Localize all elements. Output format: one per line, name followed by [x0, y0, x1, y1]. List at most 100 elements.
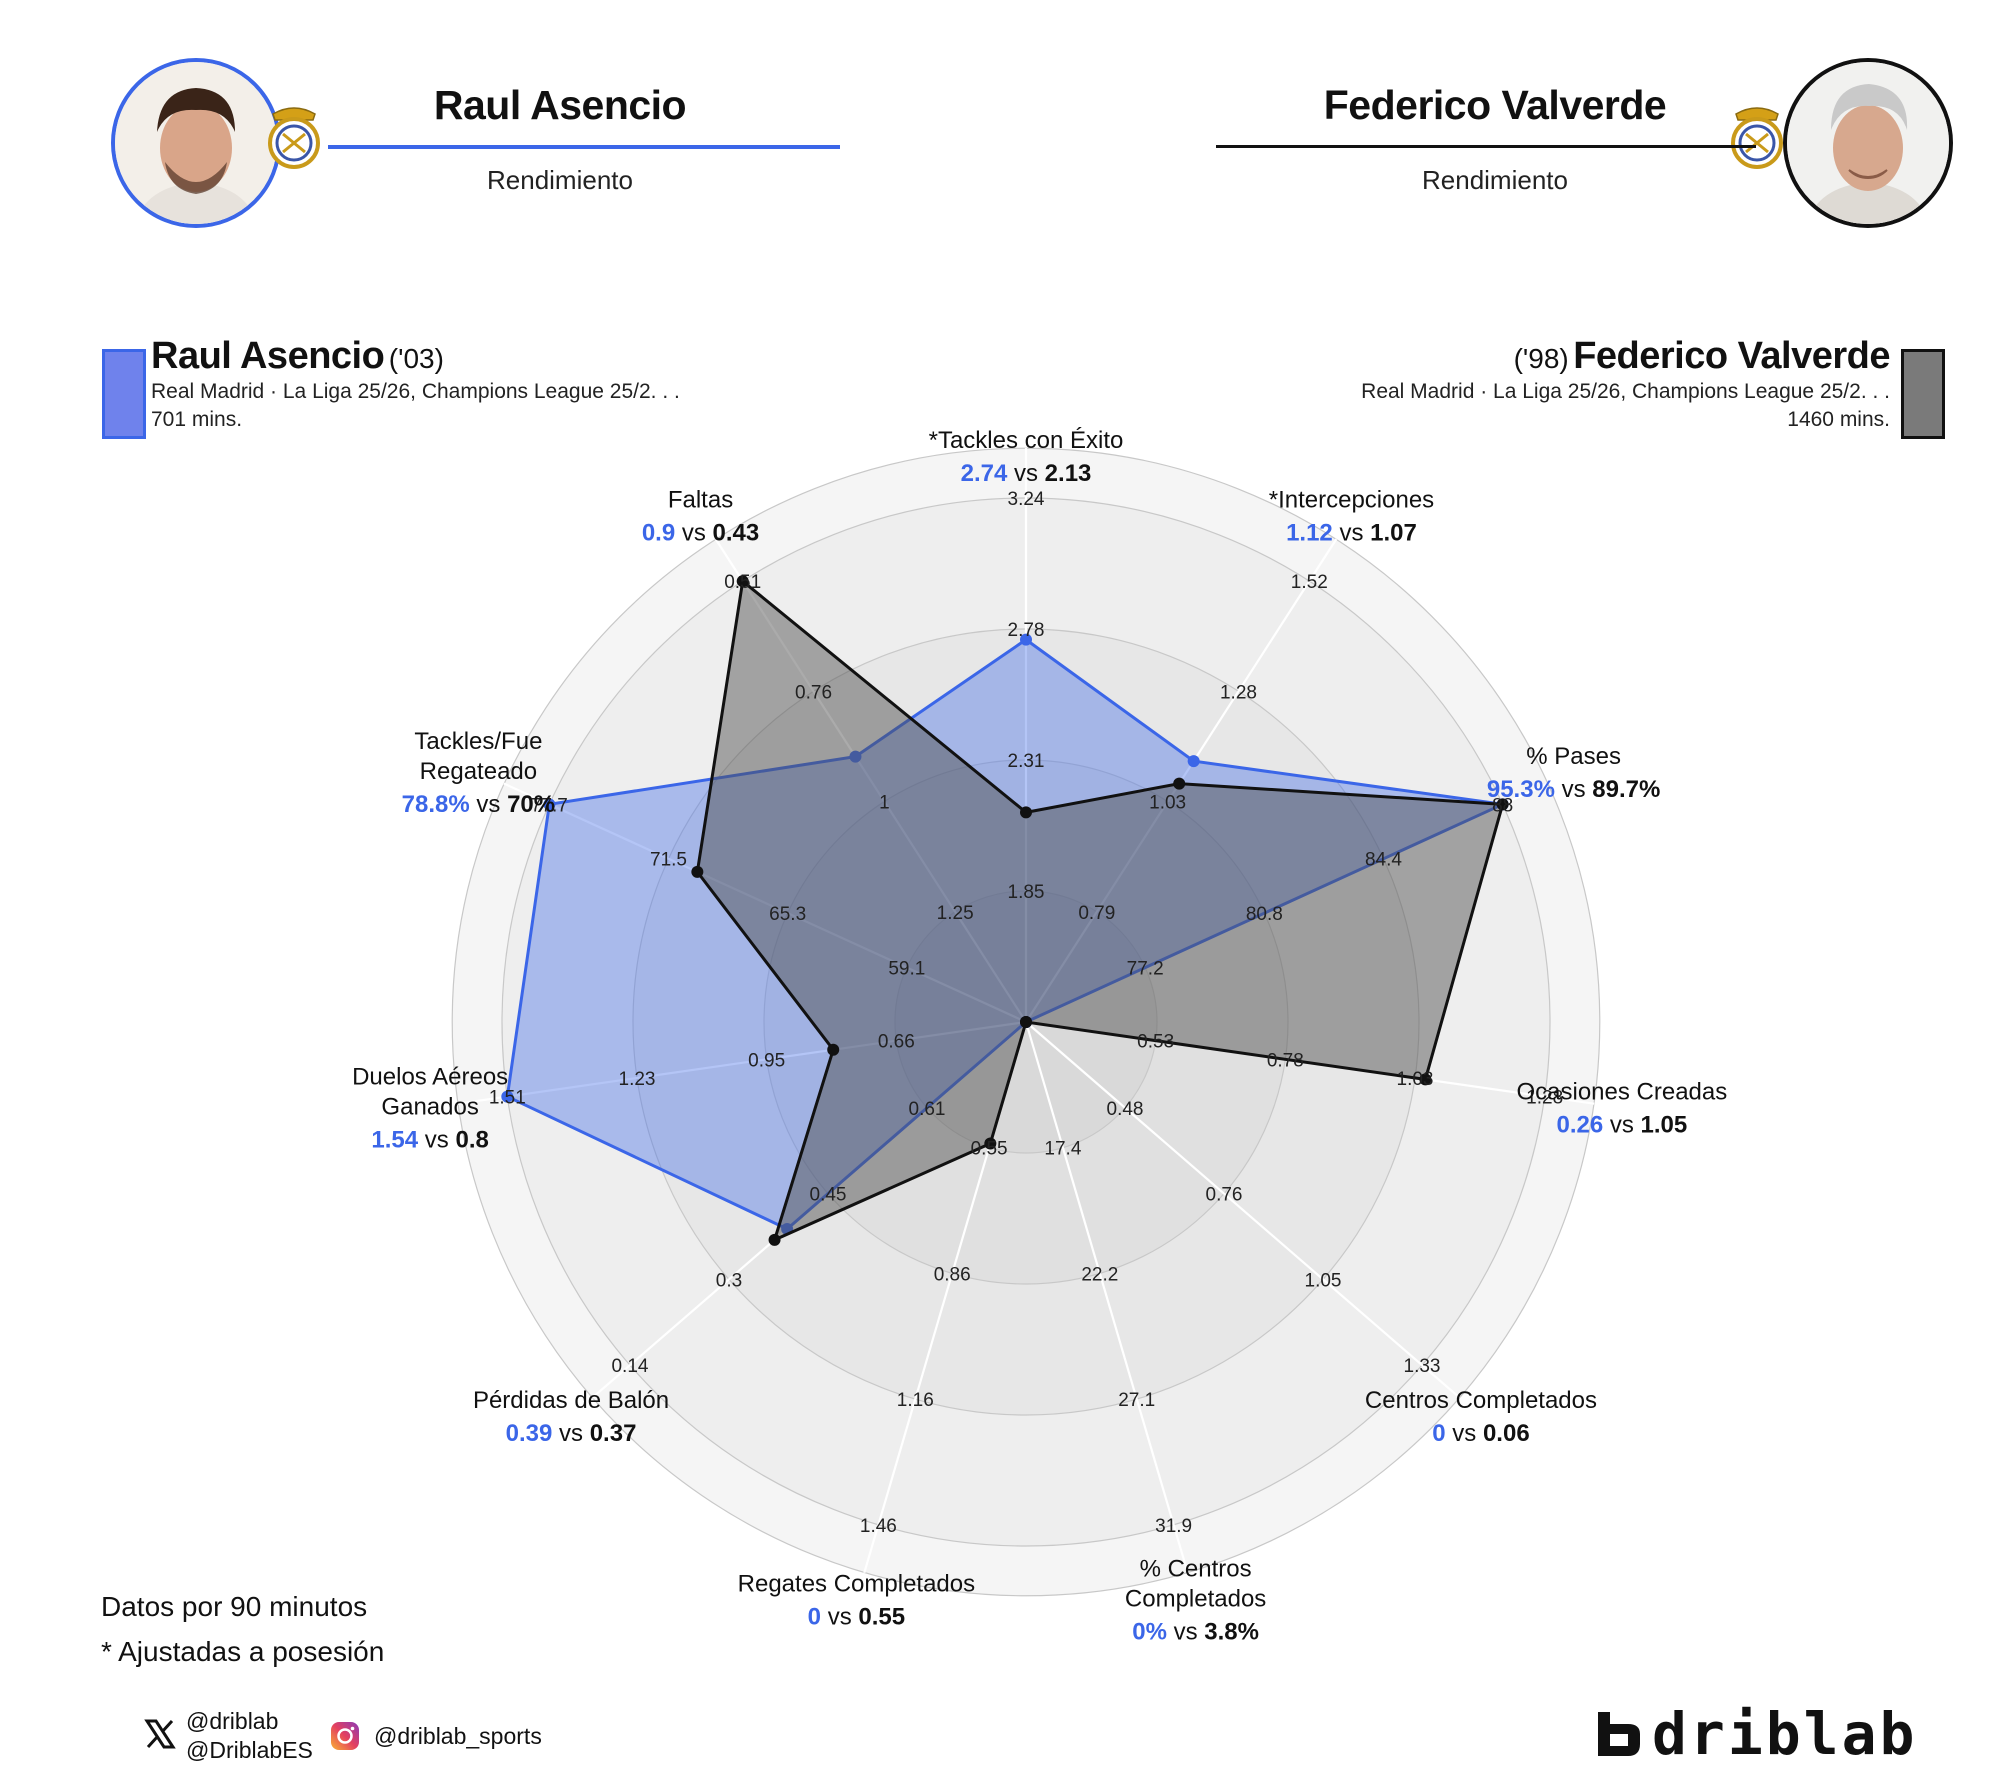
x-logo-icon	[144, 1718, 176, 1755]
vs-separator: vs	[418, 1127, 455, 1154]
tick-label: 1.52	[1291, 572, 1328, 593]
player1-meta: Real Madrid · La Liga 25/26, Champions L…	[151, 380, 680, 403]
player2-minutes: 1460 mins.	[1787, 408, 1890, 431]
tick-label: 1.03	[1397, 1069, 1434, 1090]
axis-value-comparison: 95.3% vs 89.7%	[1487, 776, 1660, 803]
radar-spoke-10	[714, 538, 1027, 1023]
note-possession: * Ajustadas a posesión	[101, 1636, 385, 1667]
player2-color-swatch	[1901, 349, 1945, 439]
tick-label: 0.48	[1107, 1099, 1144, 1120]
vs-separator: vs	[1333, 520, 1370, 547]
left-header-name: Raul Asencio	[433, 82, 687, 128]
player2-value: 0.37	[590, 1420, 637, 1447]
player2-value: 1.07	[1370, 520, 1417, 547]
axis-label: % Centros	[1140, 1556, 1252, 1583]
player2-value: 70%	[507, 791, 555, 818]
left-header-subtitle: Rendimiento	[487, 165, 633, 195]
player2-legend: ('98) Federico Valverde Real Madrid · La…	[1190, 335, 1890, 434]
axis-value-comparison: 0.9 vs 0.43	[642, 520, 759, 547]
radar-spoke-8	[457, 1020, 1027, 1105]
series-1-point-7	[768, 1233, 781, 1246]
series-1-point-1	[1173, 777, 1186, 790]
series-1-point-8	[827, 1043, 840, 1056]
player1-value: 0.39	[506, 1420, 553, 1447]
tick-label: 84.4	[1365, 850, 1402, 871]
tick-label: 0.61	[909, 1099, 946, 1120]
tick-label: 0.51	[724, 572, 761, 593]
vs-separator: vs	[1555, 776, 1592, 803]
tick-label: 1.05	[1305, 1270, 1342, 1291]
player2-value: 0.43	[713, 520, 760, 547]
player2-name: Federico Valverde	[1573, 335, 1890, 377]
vs-separator: vs	[552, 1420, 589, 1447]
series-1-point-0	[1020, 806, 1032, 819]
right-header-subtitle: Rendimiento	[1422, 165, 1568, 195]
right-header-rule	[1216, 145, 1756, 148]
tick-label: 1.03	[1149, 793, 1186, 814]
tick-label: 0.14	[611, 1356, 648, 1377]
radar-spoke-5	[1024, 1021, 1189, 1574]
instagram-icon	[330, 1721, 360, 1756]
vs-separator: vs	[1007, 460, 1044, 487]
player1-legend: Raul Asencio ('03) Real Madrid · La Liga…	[151, 335, 851, 434]
player2-value: 1.05	[1641, 1112, 1688, 1139]
vs-separator: vs	[470, 791, 507, 818]
radar-spoke-4	[1025, 1021, 1461, 1399]
player1-value: 78.8%	[402, 791, 470, 818]
axis-label: Ganados	[381, 1094, 478, 1121]
player2-year: ('98)	[1513, 343, 1569, 374]
tick-label: 0.53	[1137, 1032, 1174, 1053]
left-header-rule	[328, 145, 840, 149]
player2-value: 3.8%	[1204, 1619, 1259, 1646]
tick-label: 17.4	[1044, 1139, 1081, 1160]
tick-label: 80.8	[1246, 904, 1283, 925]
series-1-point-6	[984, 1137, 997, 1150]
series-1-point-9	[691, 865, 704, 878]
x-handle-primary[interactable]: @driblab	[186, 1708, 279, 1734]
axis-label: Pérdidas de Balón	[473, 1387, 669, 1414]
tick-label: 71.5	[650, 850, 687, 871]
tick-label: 0.3	[716, 1270, 742, 1291]
real-madrid-crest-icon	[1726, 100, 1788, 170]
tick-label: 3.24	[1008, 489, 1045, 510]
player1-value: 0	[1432, 1420, 1445, 1447]
player2-value: 0.06	[1483, 1420, 1530, 1447]
tick-label: 0.95	[748, 1050, 785, 1071]
tick-label: 1.51	[489, 1088, 526, 1109]
tick-label: 1.46	[860, 1516, 897, 1537]
axis-value-comparison: 0 vs 0.55	[808, 1604, 905, 1631]
axis-value-comparison: 1.54 vs 0.8	[371, 1127, 488, 1154]
vs-separator: vs	[1603, 1112, 1640, 1139]
vs-separator: vs	[675, 520, 712, 547]
axis-value-comparison: 0.39 vs 0.37	[506, 1420, 637, 1447]
axis-value-comparison: 0 vs 0.06	[1432, 1420, 1529, 1447]
player1-value: 0	[808, 1604, 821, 1631]
player1-value: 0.9	[642, 520, 675, 547]
vs-separator: vs	[821, 1604, 858, 1631]
right-header-name: Federico Valverde	[1323, 82, 1667, 128]
series-0-point-10	[849, 750, 862, 763]
tick-label: 88	[1492, 795, 1513, 816]
tick-label: 0.76	[1206, 1185, 1243, 1206]
axis-label: Regateado	[420, 758, 537, 785]
x-handle-secondary[interactable]: @DriblabES	[186, 1737, 313, 1763]
player2-value: 0.8	[455, 1127, 488, 1154]
tick-label: 2.31	[1008, 751, 1045, 772]
axis-value-comparison: 78.8% vs 70%	[402, 791, 555, 818]
player1-year: ('03)	[388, 343, 444, 374]
axis-value-comparison: 2.74 vs 2.13	[961, 460, 1092, 487]
federico-valverde-avatar	[1783, 58, 1953, 228]
axis-label: Ocasiones Creadas	[1516, 1079, 1727, 1106]
axis-label: Faltas	[668, 487, 733, 514]
instagram-handle[interactable]: @driblab_sports	[374, 1723, 542, 1749]
series-1-point-10	[736, 575, 749, 588]
tick-label: 0.86	[934, 1264, 971, 1285]
axis-value-comparison: 1.12 vs 1.07	[1286, 520, 1417, 547]
tick-label: 0.79	[1078, 903, 1115, 924]
player1-name: Raul Asencio	[151, 335, 385, 377]
tick-label: 1.85	[1008, 882, 1045, 903]
tick-label: 0.45	[810, 1185, 847, 1206]
tick-label: 1.23	[619, 1069, 656, 1090]
tick-label: 1	[879, 793, 890, 814]
